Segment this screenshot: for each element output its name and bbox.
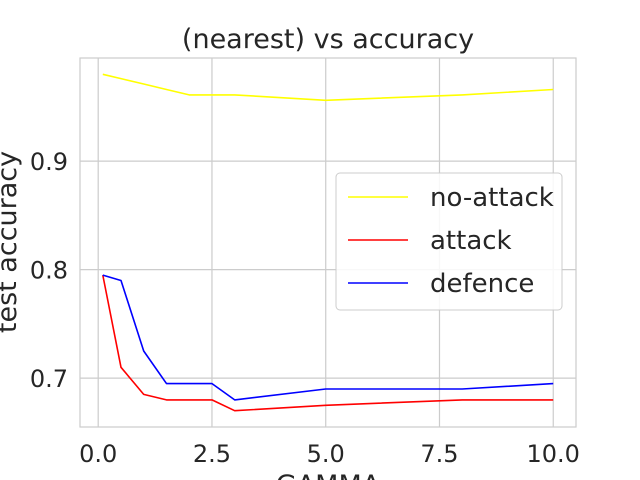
series-lines [102, 73, 554, 412]
x-tick-labels: 0.0 2.5 5.0 7.5 10.0 [79, 440, 580, 468]
legend: no-attack attack defence [335, 172, 563, 311]
legend-box [335, 172, 563, 311]
chart-title: (nearest) vs accuracy [182, 24, 474, 55]
x-tick-label: 10.0 [527, 440, 580, 468]
series-line-defence [102, 274, 554, 401]
x-tick-label: 5.0 [307, 440, 345, 468]
x-tick-label: 2.5 [193, 440, 231, 468]
series-line-attack [102, 274, 554, 412]
legend-label-defence: defence [430, 269, 534, 299]
legend-label-no-attack: no-attack [430, 183, 554, 213]
legend-label-attack: attack [430, 226, 512, 256]
series-line-no-attack [102, 73, 554, 102]
y-tick-label: 0.9 [30, 148, 68, 176]
x-tick-label: 0.0 [79, 440, 117, 468]
x-tick-label: 7.5 [420, 440, 458, 468]
y-tick-label: 0.8 [30, 257, 68, 285]
y-axis-label: test accuracy [0, 151, 23, 333]
y-tick-label: 0.7 [30, 365, 68, 393]
plot-frame [79, 57, 577, 428]
x-axis-label: GAMMA [276, 470, 381, 480]
y-tick-labels: 0.7 0.8 0.9 [30, 148, 68, 393]
